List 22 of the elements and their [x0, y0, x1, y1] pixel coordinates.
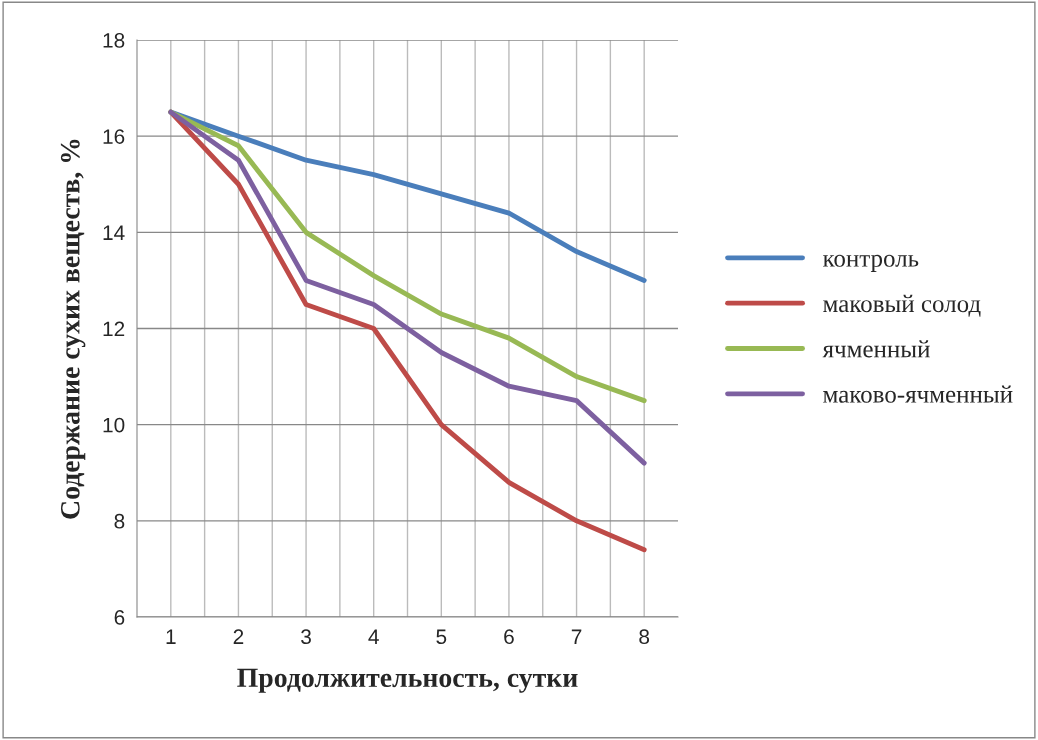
y-tick-label: 10: [103, 417, 125, 433]
y-tick-label: 16: [103, 129, 125, 144]
line-series: [168, 109, 647, 466]
legend-label: ячменный: [822, 340, 930, 358]
legend-label: маково-ячменный: [823, 385, 1013, 403]
y-tick-label: 14: [103, 225, 125, 240]
y-axis-title: Содержание сухих веществ, %: [60, 139, 86, 519]
x-axis-title: Продолжительность, сутки: [237, 668, 578, 693]
x-tick-label: 6: [504, 629, 514, 645]
y-tick-label: 18: [103, 33, 125, 48]
x-tick-label: 7: [571, 629, 582, 644]
x-tick-label: 5: [436, 629, 447, 645]
legend-label: маковый солод: [823, 294, 981, 317]
legend-label: контроль: [823, 254, 919, 272]
x-tick-label: 2: [233, 629, 244, 644]
x-tick-label: 4: [368, 629, 379, 644]
y-tick-label: 12: [103, 321, 125, 337]
y-tick-label: 6: [114, 610, 125, 625]
x-tick-label: 8: [639, 629, 650, 645]
x-tick-label: 3: [301, 629, 311, 645]
x-tick-label: 1: [166, 629, 176, 644]
y-tick-label: 8: [114, 513, 125, 529]
